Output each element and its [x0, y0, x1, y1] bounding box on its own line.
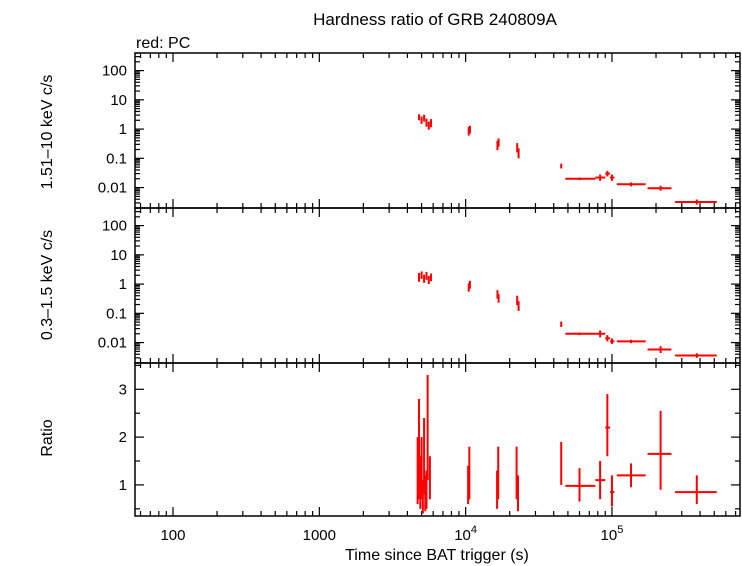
data-point — [423, 417, 426, 495]
chart-subtitle: red: PC — [136, 35, 190, 52]
data-point — [423, 274, 426, 283]
data-point — [430, 119, 433, 128]
data-point — [420, 116, 423, 124]
panel-bottom: 1 2 3 100 1000 104 105 — [119, 362, 741, 544]
y-tick-label: 2 — [119, 429, 127, 446]
data-point — [430, 273, 433, 282]
data-point — [616, 339, 646, 344]
x-axis-label: Time since BAT trigger (s) — [345, 547, 529, 564]
x-tick-label-exponent: 5 — [617, 524, 623, 536]
data-point — [565, 177, 596, 181]
y-axis-label-middle: 0.3–1.5 keV c/s — [39, 230, 56, 340]
y-tick-label: 1 — [119, 276, 127, 293]
y-tick-label: 0.01 — [98, 180, 127, 197]
data-point — [560, 441, 563, 485]
data-point — [560, 163, 563, 169]
data-point — [675, 475, 717, 505]
y-tick-label: 3 — [119, 381, 127, 398]
y-tick-label: 1 — [119, 121, 127, 138]
data-point — [425, 271, 428, 280]
data-point — [610, 174, 615, 181]
data-point — [423, 114, 426, 122]
data-point — [675, 199, 717, 205]
data-point — [595, 461, 606, 500]
y-axis-label-top: 1.51–10 keV c/s — [39, 75, 56, 190]
data-point — [468, 125, 471, 134]
data-point — [605, 170, 611, 177]
data-point — [616, 182, 646, 187]
data-point — [427, 121, 430, 130]
data-point — [595, 330, 606, 338]
plot-frame — [134, 52, 741, 209]
panel-middle: 100 10 1 0.1 0.01 — [98, 207, 741, 364]
data-point — [605, 394, 611, 457]
y-tick-label: 10 — [110, 92, 127, 109]
data-point — [610, 475, 615, 507]
data-point — [426, 374, 429, 481]
data-point — [647, 410, 672, 490]
data-point — [468, 280, 471, 289]
data-point — [565, 332, 596, 336]
plot-frame — [134, 207, 741, 364]
data-point — [417, 114, 420, 121]
data-point — [565, 468, 596, 502]
data-point — [420, 437, 423, 500]
y-tick-label: 0.1 — [106, 150, 127, 167]
y-axis-label-bottom: Ratio — [39, 419, 56, 456]
data-point — [647, 185, 672, 191]
x-tick-label: 104 — [454, 524, 477, 544]
data-point — [428, 456, 431, 500]
x-tick-label: 105 — [601, 524, 624, 544]
data-point — [560, 321, 563, 328]
plot-frame — [134, 362, 741, 517]
data-point — [427, 275, 430, 285]
data-point — [515, 446, 518, 500]
data-point — [497, 138, 500, 147]
data-point — [517, 301, 520, 312]
data-point — [516, 143, 519, 153]
data-point — [647, 346, 672, 353]
y-tick-label: 0.1 — [106, 305, 127, 322]
data-point — [517, 475, 520, 512]
data-point — [420, 271, 423, 279]
y-tick-label: 0.01 — [98, 335, 127, 352]
panel-top: 100 10 1 0.1 0.01 — [98, 52, 741, 209]
data-point — [516, 295, 519, 306]
y-tick-label: 100 — [102, 63, 127, 80]
data-point — [497, 446, 500, 500]
data-point — [517, 148, 520, 159]
data-point — [497, 294, 500, 303]
data-point — [421, 480, 424, 514]
data-point — [425, 470, 428, 509]
x-tick-label: 1000 — [303, 527, 336, 544]
x-tick-label: 100 — [160, 527, 185, 544]
data-point — [417, 272, 420, 282]
data-point — [595, 174, 606, 181]
y-tick-label: 10 — [110, 247, 127, 264]
data-point — [468, 446, 471, 500]
data-point — [425, 118, 428, 127]
chart-title: Hardness ratio of GRB 240809A — [313, 10, 557, 29]
y-tick-label: 1 — [119, 477, 127, 494]
data-point — [610, 338, 615, 344]
x-tick-label-exponent: 4 — [471, 524, 477, 536]
y-tick-label: 100 — [102, 218, 127, 235]
data-point — [616, 463, 646, 488]
data-point — [675, 353, 717, 358]
data-point — [605, 335, 611, 342]
